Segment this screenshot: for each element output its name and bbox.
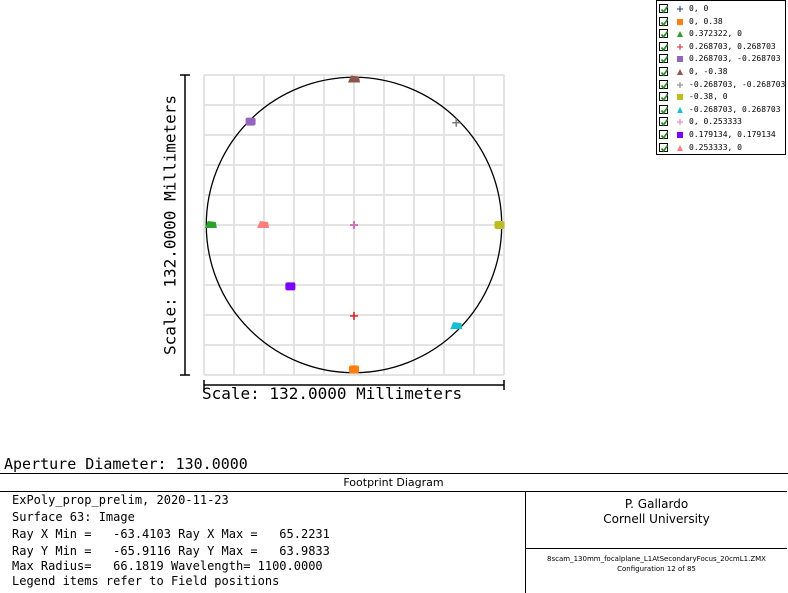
legend-item[interactable]: 0, 0.38 [659, 16, 785, 28]
legend-marker-icon [675, 116, 685, 128]
legend-checkbox[interactable] [659, 130, 669, 140]
legend-checkbox[interactable] [659, 117, 669, 127]
legend-label: -0.38, 0 [689, 92, 728, 102]
checkmark-icon [660, 106, 669, 115]
legend-marker-icon [675, 3, 685, 15]
legend-label: 0.253333, 0 [689, 142, 742, 152]
legend-checkbox[interactable] [659, 104, 669, 115]
info-line: Max Radius= 66.1819 Wavelength= 1100.000… [12, 559, 323, 573]
legend-item[interactable]: 0, 0 [659, 3, 785, 15]
checkmark-icon [660, 43, 669, 52]
info-title: Footprint Diagram [0, 474, 787, 492]
legend-marker-icon [675, 129, 685, 141]
data-point [348, 75, 360, 83]
checkmark-icon [660, 31, 669, 39]
legend-marker-icon [675, 79, 685, 91]
legend-checkbox[interactable] [659, 92, 669, 102]
checkmark-icon [660, 119, 669, 127]
legend-marker-icon [675, 28, 685, 40]
legend-label: 0, -0.38 [689, 67, 728, 76]
info-line: Ray X Min = -63.4103 Ray X Max = 65.2231 [12, 527, 330, 541]
legend-checkbox[interactable] [659, 79, 669, 90]
info-line: Surface 63: Image [12, 510, 135, 524]
legend-marker-icon [675, 142, 685, 154]
data-point [452, 118, 461, 127]
legend-checkbox[interactable] [659, 142, 669, 153]
data-point [450, 322, 463, 330]
legend-checkbox[interactable] [659, 29, 669, 39]
aperture-diameter-label: Aperture Diameter: 130.0000 [4, 455, 248, 473]
plot-marks [204, 75, 505, 374]
info-panel: Footprint Diagram ExPoly_prop_prelim, 20… [0, 473, 788, 593]
y-axis-label: Scale: 132.0000 Millimeters [160, 94, 180, 356]
checkmark-icon [660, 56, 669, 64]
data-point [285, 282, 296, 291]
legend: 0, 0 0, 0.38 0.372322, 0 0.268703, 0.268703… [656, 0, 786, 155]
checkmark-icon [660, 94, 669, 102]
data-point [204, 221, 217, 228]
info-line: Legend items refer to Field positions [12, 574, 280, 588]
checkmark-icon [660, 5, 669, 14]
legend-item[interactable]: 0.268703, -0.268703 [659, 53, 785, 65]
plot-axes [180, 74, 505, 390]
data-point [350, 221, 358, 229]
x-axis-label: Scale: 132.0000 Millimeters [202, 384, 463, 403]
checkmark-icon [660, 131, 669, 140]
checkmark-icon [660, 81, 669, 90]
legend-label: -0.268703, 0.268703 [689, 104, 781, 114]
legend-label: -0.268703, -0.268703 [689, 79, 786, 89]
legend-marker-icon [675, 91, 685, 103]
legend-label: 0.268703, -0.268703 [689, 54, 781, 64]
author-name: P. Gallardo [624, 497, 689, 511]
legend-label: 0.179134, 0.179134 [689, 130, 776, 139]
configuration-label: Configuration 12 of 85 [617, 565, 696, 573]
legend-checkbox[interactable] [659, 41, 669, 52]
legend-item[interactable]: -0.38, 0 [659, 91, 785, 103]
checkmark-icon [660, 68, 669, 77]
legend-label: 0, 0.253333 [689, 117, 742, 127]
checkmark-icon [660, 18, 669, 27]
legend-checkbox[interactable] [659, 4, 669, 14]
legend-item[interactable]: 0, 0.253333 [659, 116, 785, 128]
info-author-block: P. Gallardo Cornell University 8scam_130… [525, 492, 787, 593]
legend-marker-icon [675, 66, 685, 78]
legend-marker-icon [675, 16, 685, 28]
legend-item[interactable]: 0.179134, 0.179134 [659, 129, 785, 141]
legend-item[interactable]: -0.268703, -0.268703 [659, 79, 785, 91]
legend-checkbox[interactable] [659, 67, 669, 77]
info-details: ExPoly_prop_prelim, 2020-11-23 Surface 6… [0, 492, 525, 593]
legend-label: 0, 0.38 [689, 16, 723, 26]
data-point [257, 221, 270, 228]
legend-item[interactable]: 0.268703, 0.268703 [659, 41, 785, 53]
data-point [245, 117, 256, 126]
legend-item[interactable]: 0.372322, 0 [659, 28, 785, 40]
legend-item[interactable]: -0.268703, 0.268703 [659, 104, 785, 116]
institution-name: Cornell University [603, 512, 710, 526]
file-info: 8scam_130mm_focalplane_L1AtSecondaryFocu… [526, 548, 787, 593]
data-point [350, 311, 358, 320]
file-name: 8scam_130mm_focalplane_L1AtSecondaryFocu… [547, 555, 766, 563]
legend-marker-icon [675, 104, 685, 116]
legend-marker-icon [675, 41, 685, 53]
info-line: Ray Y Min = -65.9116 Ray Y Max = 63.9833 [12, 544, 330, 558]
data-point [349, 365, 359, 374]
footprint-plot [180, 74, 505, 390]
legend-marker-icon [675, 53, 685, 65]
legend-checkbox[interactable] [659, 16, 669, 27]
checkmark-icon [660, 144, 669, 153]
legend-label: 0.268703, 0.268703 [689, 41, 776, 51]
legend-label: 0.372322, 0 [689, 29, 742, 39]
legend-checkbox[interactable] [659, 54, 669, 64]
legend-label: 0, 0 [689, 4, 709, 13]
legend-item[interactable]: 0.253333, 0 [659, 142, 785, 154]
legend-item[interactable]: 0, -0.38 [659, 66, 785, 78]
data-point [494, 221, 505, 229]
info-line: ExPoly_prop_prelim, 2020-11-23 [12, 493, 229, 507]
